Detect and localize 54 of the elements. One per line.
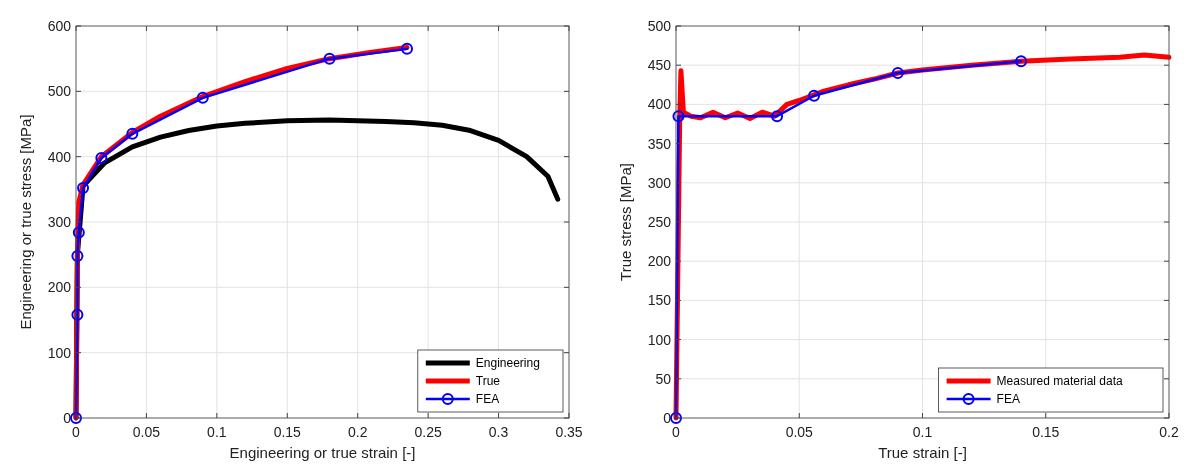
legend-label: Engineering — [475, 356, 540, 370]
legend-label: FEA — [475, 392, 500, 406]
y-tick-label: 200 — [647, 253, 672, 270]
y-tick-label: 500 — [647, 18, 672, 34]
y-tick-label: 450 — [647, 57, 672, 74]
x-tick-label: 0.25 — [414, 424, 442, 440]
y-axis-title: Engineering or true stress [MPa] — [17, 114, 34, 330]
x-axis-title: True strain [-] — [878, 444, 967, 461]
point — [196, 91, 209, 104]
x-tick-label: 0.2 — [1159, 424, 1179, 440]
x-tick-label: 0.15 — [273, 424, 302, 440]
point — [95, 151, 108, 164]
x-tick-label: 0.15 — [1032, 424, 1060, 440]
x-tick-label: 0.35 — [555, 424, 583, 440]
point — [71, 308, 84, 321]
y-tick-label: 350 — [647, 135, 672, 152]
x-tick-label: 0.3 — [488, 424, 509, 440]
y-tick-label: 0 — [663, 410, 672, 426]
legend-label: True — [475, 374, 501, 388]
x-tick-label: 0.2 — [347, 424, 368, 440]
y-tick-label: 300 — [647, 174, 672, 191]
y-tick-label: 100 — [647, 331, 672, 348]
legend-label: FEA — [996, 392, 1020, 406]
y-tick-label: 200 — [47, 279, 72, 296]
y-tick-label: 50 — [655, 370, 672, 387]
point — [672, 110, 685, 123]
x-tick-label: 0.05 — [132, 424, 161, 440]
x-axis-title: Engineering or true strain [-] — [229, 444, 416, 461]
point — [670, 412, 682, 424]
y-tick-label: 150 — [647, 292, 672, 309]
point — [323, 52, 336, 65]
x-tick-label: 0.1 — [207, 424, 227, 440]
x-tick-label: 0.05 — [785, 424, 814, 440]
y-tick-label: 400 — [647, 96, 672, 113]
point — [77, 182, 90, 195]
x-tick-label: 0.1 — [912, 424, 933, 440]
y-tick-label: 0 — [63, 410, 72, 426]
point — [70, 412, 82, 424]
legend-label: Measured material data — [996, 374, 1123, 388]
point — [808, 89, 821, 102]
point — [126, 127, 139, 140]
y-axis-title: True stress [MPa] — [617, 163, 634, 281]
y-tick-label: 400 — [47, 148, 72, 165]
y-tick-label: 600 — [47, 18, 72, 34]
y-tick-label: 250 — [647, 214, 672, 230]
point — [1015, 55, 1028, 68]
point — [72, 226, 85, 239]
point — [891, 67, 904, 80]
point — [71, 249, 84, 262]
point — [771, 110, 784, 123]
y-tick-label: 500 — [47, 83, 72, 100]
y-tick-label: 100 — [47, 344, 72, 361]
y-tick-label: 300 — [47, 214, 72, 230]
point — [401, 42, 414, 55]
